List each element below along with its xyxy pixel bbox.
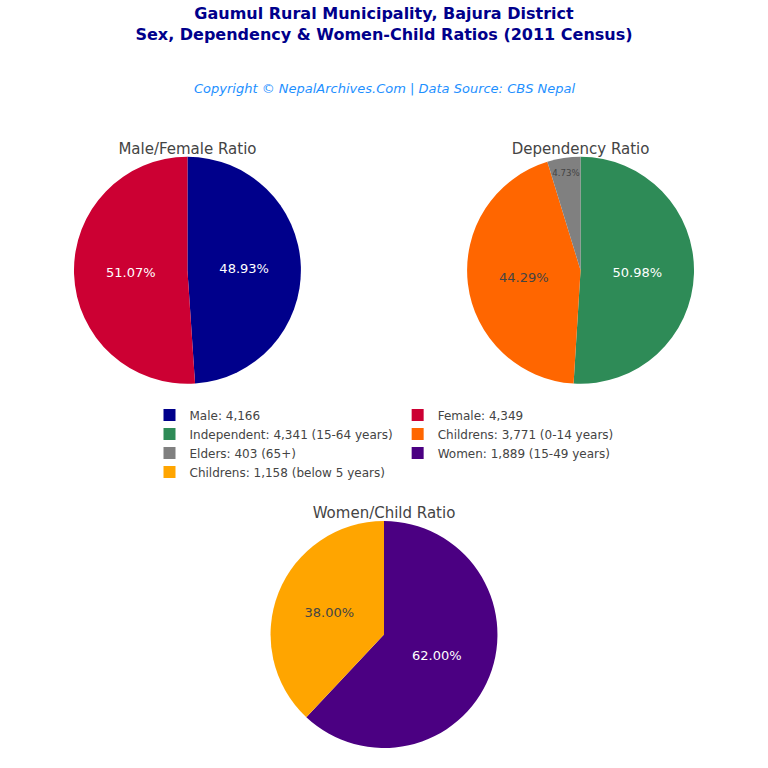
svg-text:Female: 4,349: Female: 4,349 [438,409,524,423]
svg-text:48.93%: 48.93% [219,261,269,276]
svg-text:Elders: 403 (65+): Elders: 403 (65+) [190,447,296,461]
svg-text:Copyright © NepalArchives.Com: Copyright © NepalArchives.Com | Data Sou… [194,81,575,96]
svg-text:4.73%: 4.73% [552,168,579,178]
svg-text:Male/Female Ratio: Male/Female Ratio [118,140,256,158]
svg-text:Dependency Ratio: Dependency Ratio [512,140,650,158]
svg-text:Women: 1,889 (15-49 years): Women: 1,889 (15-49 years) [438,447,610,461]
svg-text:Childrens: 1,158 (below 5 year: Childrens: 1,158 (below 5 years) [190,466,385,480]
svg-text:51.07%: 51.07% [106,265,156,280]
svg-text:Women/Child Ratio: Women/Child Ratio [313,504,456,522]
svg-text:Gaumul Rural Municipality, Baj: Gaumul Rural Municipality, Bajura Distri… [135,4,632,44]
svg-text:38.00%: 38.00% [305,605,355,620]
svg-text:62.00%: 62.00% [412,648,462,663]
svg-text:Independent: 4,341 (15-64 year: Independent: 4,341 (15-64 years) [190,428,393,442]
svg-text:50.98%: 50.98% [612,265,662,280]
svg-text:Male: 4,166: Male: 4,166 [190,409,261,423]
svg-text:Childrens: 3,771 (0-14 years): Childrens: 3,771 (0-14 years) [438,428,614,442]
svg-text:44.29%: 44.29% [499,270,549,285]
